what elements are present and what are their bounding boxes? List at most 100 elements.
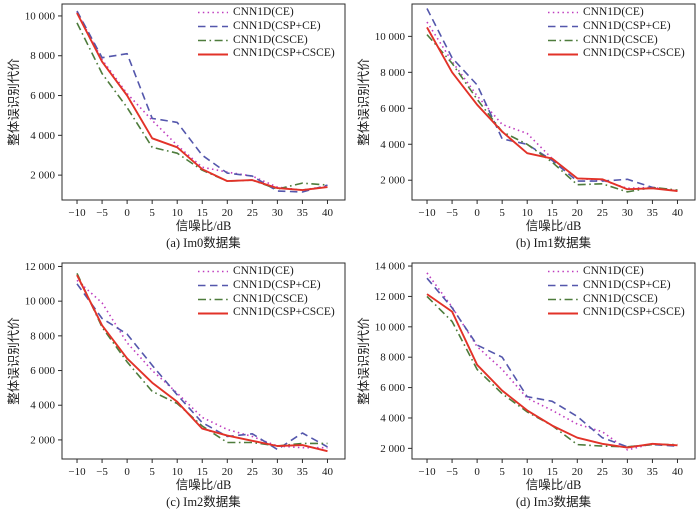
svg-text:30: 30	[622, 466, 634, 478]
y-axis-label: 整体误识别代价	[357, 317, 371, 405]
legend-item: CNN1D(CE)	[197, 265, 335, 279]
legend-item: CNN1D(CSP+CSCE)	[197, 306, 335, 320]
subplot-c-im2: 2 000 4 000 6 000 8 000 10 000 12 000 −10 −5 0 5 1…	[0, 259, 350, 518]
x-axis-label: 信噪比/dB	[525, 219, 582, 233]
svg-text:0: 0	[474, 466, 480, 478]
legend-line-sample-icon	[548, 271, 578, 273]
svg-text:30: 30	[272, 466, 284, 478]
legend-line-sample-icon	[198, 284, 228, 287]
svg-text:0: 0	[124, 207, 130, 219]
legend-line-sample-icon	[198, 39, 228, 42]
legend-item: CNN1D(CSCE)	[547, 34, 685, 48]
legend-item: CNN1D(CE)	[547, 6, 685, 20]
legend: CNN1D(CE) CNN1D(CSP+CE) CNN1D(CSCE) CNN1…	[197, 265, 335, 320]
svg-text:5: 5	[499, 207, 505, 219]
legend-line-sample-icon	[548, 53, 578, 56]
plot-area-a: 2 000 4 000 6 000 8 000 10 000 −10 −5 0 5 10 15 20 2…	[25, 3, 346, 219]
legend-label: CNN1D(CSP+CSCE)	[583, 306, 685, 319]
svg-text:2 000: 2 000	[380, 443, 405, 455]
svg-text:30: 30	[622, 207, 634, 219]
legend-line-sample-icon	[548, 298, 578, 301]
legend-label: CNN1D(CSP+CE)	[583, 278, 671, 291]
svg-text:10: 10	[172, 207, 184, 219]
y-axis-label: 整体误识别代价	[7, 317, 21, 405]
legend-item: CNN1D(CSCE)	[197, 34, 335, 48]
subplot-b-im1: 2 000 4 000 6 000 8 000 10 000 −10 −5 0 5 10 15 20 2…	[350, 0, 700, 259]
svg-text:−5: −5	[446, 466, 458, 478]
y-axis-label: 整体误识别代价	[357, 58, 371, 146]
legend-label: CNN1D(CSCE)	[583, 33, 658, 46]
svg-text:6 000: 6 000	[30, 365, 55, 377]
svg-text:40: 40	[672, 207, 684, 219]
legend-item: CNN1D(CSP+CSCE)	[547, 47, 685, 61]
svg-text:10: 10	[522, 207, 534, 219]
svg-text:15: 15	[197, 207, 209, 219]
legend-label: CNN1D(CSP+CSCE)	[233, 306, 335, 319]
subplot-caption: (d) Im3数据集	[515, 495, 592, 509]
legend-label: CNN1D(CSCE)	[233, 292, 308, 305]
legend-item: CNN1D(CSP+CE)	[547, 279, 685, 293]
y-axis-label: 整体误识别代价	[7, 58, 21, 146]
plot-area-b: 2 000 4 000 6 000 8 000 10 000 −10 −5 0 5 10 15 20 2…	[375, 3, 696, 219]
legend-line-sample-icon	[548, 25, 578, 28]
x-axis-label: 信噪比/dB	[175, 478, 232, 492]
subplot-a-im0: 2 000 4 000 6 000 8 000 10 000 −10 −5 0 5 10 15 20 2…	[0, 0, 350, 259]
svg-text:6 000: 6 000	[380, 103, 405, 115]
legend-line-sample-icon	[548, 39, 578, 42]
svg-text:8 000: 8 000	[380, 352, 405, 364]
legend-label: CNN1D(CSP+CSCE)	[233, 47, 335, 60]
svg-text:10: 10	[522, 466, 534, 478]
svg-text:6 000: 6 000	[30, 90, 55, 102]
legend-label: CNN1D(CSP+CE)	[233, 278, 321, 291]
svg-text:40: 40	[672, 466, 684, 478]
legend-label: CNN1D(CSCE)	[233, 33, 308, 46]
svg-text:25: 25	[247, 207, 259, 219]
svg-text:8 000: 8 000	[30, 330, 55, 342]
svg-text:−5: −5	[446, 207, 458, 219]
legend-line-sample-icon	[198, 25, 228, 28]
legend-item: CNN1D(CE)	[197, 6, 335, 20]
legend-label: CNN1D(CE)	[233, 6, 294, 18]
svg-text:20: 20	[222, 466, 234, 478]
svg-text:4 000: 4 000	[380, 412, 405, 424]
legend: CNN1D(CE) CNN1D(CSP+CE) CNN1D(CSCE) CNN1…	[547, 6, 685, 61]
x-axis-label: 信噪比/dB	[175, 219, 232, 233]
svg-text:40: 40	[322, 466, 334, 478]
legend-label: CNN1D(CSP+CE)	[583, 19, 671, 32]
plot-area-d: 2 000 4 000 6 000 8 000 10 000 12 000 14 000 −1…	[375, 261, 696, 478]
svg-text:0: 0	[474, 207, 480, 219]
svg-text:12 000: 12 000	[375, 291, 406, 303]
svg-text:5: 5	[149, 207, 155, 219]
svg-text:10 000: 10 000	[375, 31, 406, 43]
svg-text:2 000: 2 000	[30, 170, 55, 182]
svg-text:0: 0	[124, 466, 130, 478]
svg-text:35: 35	[647, 466, 659, 478]
legend-label: CNN1D(CE)	[233, 265, 294, 277]
svg-text:10 000: 10 000	[25, 10, 56, 22]
legend-item: CNN1D(CSP+CSCE)	[547, 306, 685, 320]
svg-text:25: 25	[597, 466, 609, 478]
svg-text:35: 35	[297, 466, 309, 478]
legend-line-sample-icon	[198, 312, 228, 315]
svg-text:−10: −10	[418, 207, 436, 219]
svg-text:15: 15	[547, 207, 559, 219]
svg-text:30: 30	[272, 207, 284, 219]
legend-line-sample-icon	[548, 12, 578, 14]
svg-text:20: 20	[572, 207, 584, 219]
svg-text:5: 5	[499, 466, 505, 478]
svg-text:35: 35	[297, 207, 309, 219]
svg-text:10 000: 10 000	[25, 296, 56, 308]
legend-item: CNN1D(CSP+CSCE)	[197, 47, 335, 61]
legend-line-sample-icon	[548, 284, 578, 287]
svg-text:15: 15	[197, 466, 209, 478]
svg-text:25: 25	[247, 466, 259, 478]
legend: CNN1D(CE) CNN1D(CSP+CE) CNN1D(CSCE) CNN1…	[547, 265, 685, 320]
svg-text:20: 20	[222, 207, 234, 219]
svg-text:2 000: 2 000	[380, 175, 405, 187]
legend-line-sample-icon	[198, 271, 228, 273]
svg-text:12 000: 12 000	[25, 261, 56, 273]
svg-text:4 000: 4 000	[380, 139, 405, 151]
svg-text:−10: −10	[68, 466, 86, 478]
svg-text:35: 35	[647, 207, 659, 219]
